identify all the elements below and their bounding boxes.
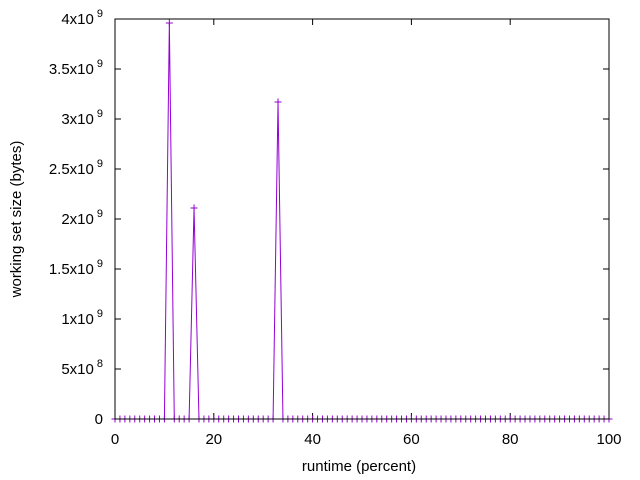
series-layer <box>111 19 613 423</box>
y-tick-label: 4x10 9 <box>61 8 103 28</box>
y-tick-exponent: 9 <box>97 8 103 20</box>
y-tick-label: 1x10 9 <box>61 308 103 328</box>
y-tick-label: 2x10 9 <box>61 208 103 228</box>
y-tick-exponent: 9 <box>97 158 103 170</box>
x-tick-label: 0 <box>111 431 119 448</box>
data-point-marker <box>165 19 173 27</box>
y-tick-mantissa: 3x10 <box>61 111 94 128</box>
tick-marks <box>114 18 610 420</box>
x-tick-labels: 0 20 40 60 80 100 <box>111 431 622 448</box>
y-tick-exponent: 9 <box>97 308 103 320</box>
y-tick-exponent: 9 <box>97 58 103 70</box>
y-axis-label: working set size (bytes) <box>8 141 25 299</box>
y-tick-label: 3x10 9 <box>61 108 103 128</box>
y-tick-label: 1.5x10 9 <box>49 258 103 278</box>
x-tick-label: 40 <box>304 431 321 448</box>
y-tick-mantissa: 1.5x10 <box>49 261 94 278</box>
y-tick-exponent: 9 <box>97 208 103 220</box>
x-tick-label: 60 <box>403 431 420 448</box>
plot-frame <box>114 18 610 420</box>
data-point-marker <box>274 98 282 106</box>
y-tick-exponent: 9 <box>97 258 103 270</box>
y-tick-mantissa: 3.5x10 <box>49 61 94 78</box>
y-tick-exponent: 9 <box>97 108 103 120</box>
y-tick-mantissa: 2.5x10 <box>49 161 94 178</box>
x-tick-label: 80 <box>502 431 519 448</box>
y-tick-label: 5x10 8 <box>61 358 103 378</box>
y-tick-mantissa: 0 <box>95 411 103 428</box>
data-point-marker <box>190 204 198 212</box>
y-tick-mantissa: 4x10 <box>61 11 94 28</box>
y-tick-mantissa: 5x10 <box>61 361 94 378</box>
y-tick-label: 2.5x10 9 <box>49 158 103 178</box>
y-tick-mantissa: 1x10 <box>61 311 94 328</box>
y-tick-mantissa: 2x10 <box>61 211 94 228</box>
series-line <box>115 22 609 420</box>
y-tick-label: 3.5x10 9 <box>49 58 103 78</box>
x-axis-label: runtime (percent) <box>302 458 416 475</box>
x-tick-label: 100 <box>596 431 621 448</box>
y-tick-label: 0 <box>95 411 103 428</box>
y-tick-exponent: 8 <box>97 358 103 370</box>
x-tick-label: 20 <box>205 431 222 448</box>
